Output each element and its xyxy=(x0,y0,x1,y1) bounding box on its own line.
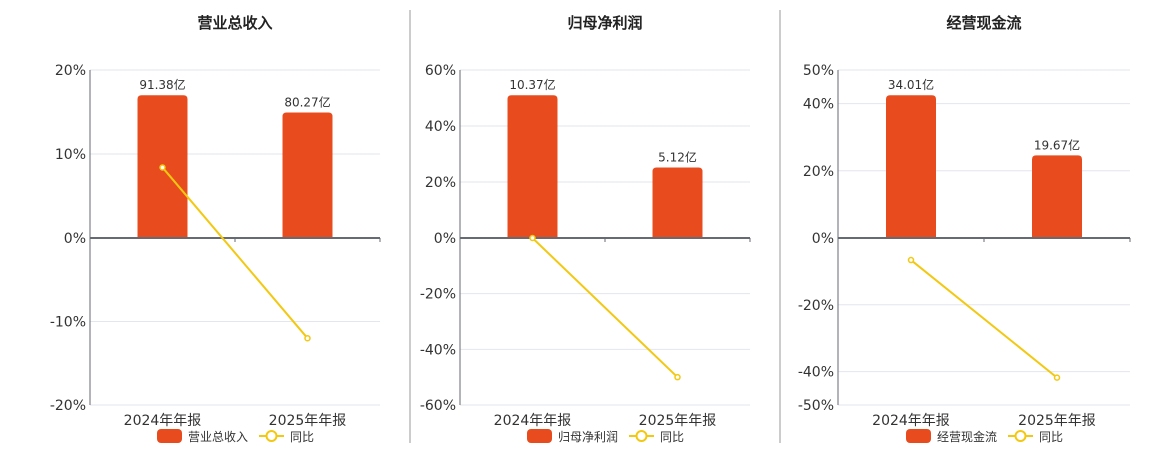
chart-title: 归母净利润 xyxy=(567,14,642,32)
bar xyxy=(507,95,558,238)
yoy-point xyxy=(1053,374,1061,381)
bar-data-label: 19.67亿 xyxy=(1034,137,1080,152)
x-tick-label: 2025年年报 xyxy=(1018,413,1096,429)
legend-line-label: 同比 xyxy=(660,430,684,444)
yoy-point xyxy=(159,164,166,171)
y-tick-label: 0% xyxy=(812,231,834,247)
legend-line-label: 同比 xyxy=(290,430,314,444)
legend-bar-label: 归母净利润 xyxy=(558,430,618,444)
yoy-point xyxy=(907,256,915,264)
bar-data-label: 34.01亿 xyxy=(888,77,934,92)
bar xyxy=(1032,155,1082,238)
y-tick-label: -60% xyxy=(420,398,456,414)
legend-line-label: 同比 xyxy=(1039,430,1063,444)
x-tick-label: 2024年年报 xyxy=(124,413,202,429)
y-tick-label: 20% xyxy=(55,63,86,79)
y-tick-label: -20% xyxy=(798,298,834,314)
y-tick-label: 60% xyxy=(425,63,456,79)
bar xyxy=(652,167,703,238)
y-tick-label: 10% xyxy=(55,147,86,163)
legend-line-marker xyxy=(1014,430,1027,442)
chart-title: 营业总收入 xyxy=(197,14,272,32)
yoy-point xyxy=(304,334,311,342)
legend-bar-swatch xyxy=(157,429,182,443)
legend-bar-label: 营业总收入 xyxy=(188,430,248,444)
chart-title: 经营现金流 xyxy=(946,14,1021,32)
x-tick-label: 2024年年报 xyxy=(872,413,950,429)
y-tick-label: -10% xyxy=(50,315,86,331)
bar xyxy=(282,112,333,238)
x-tick-label: 2025年年报 xyxy=(639,413,717,429)
y-tick-label: 50% xyxy=(803,63,834,79)
legend-line-marker xyxy=(265,430,278,442)
yoy-point xyxy=(529,234,536,242)
y-tick-label: 0% xyxy=(434,231,456,247)
bar-data-label: 80.27亿 xyxy=(284,95,330,110)
y-tick-label: -20% xyxy=(420,287,456,303)
y-tick-label: -50% xyxy=(798,398,834,414)
bar-data-label: 10.37亿 xyxy=(509,77,555,92)
legend-bar-swatch xyxy=(527,429,552,443)
x-tick-label: 2025年年报 xyxy=(269,413,347,429)
y-tick-label: -40% xyxy=(798,365,834,381)
legend-line-marker xyxy=(635,430,648,442)
y-tick-label: 40% xyxy=(425,119,456,135)
legend-bar-swatch xyxy=(906,429,931,443)
y-tick-label: -40% xyxy=(420,342,456,358)
bar-data-label: 91.38亿 xyxy=(139,77,185,92)
yoy-line xyxy=(531,237,679,378)
x-tick-label: 2024年年报 xyxy=(494,413,572,429)
yoy-line xyxy=(910,259,1058,379)
yoy-line xyxy=(161,166,309,339)
bar-data-label: 5.12亿 xyxy=(658,149,697,164)
bar xyxy=(886,95,936,238)
legend-bar-label: 经营现金流 xyxy=(937,429,997,444)
y-tick-label: 40% xyxy=(803,97,834,113)
yoy-point xyxy=(674,373,681,381)
y-tick-label: 20% xyxy=(425,175,456,191)
y-tick-label: 0% xyxy=(64,231,86,247)
y-tick-label: 20% xyxy=(803,164,834,180)
y-tick-label: -20% xyxy=(50,398,86,414)
